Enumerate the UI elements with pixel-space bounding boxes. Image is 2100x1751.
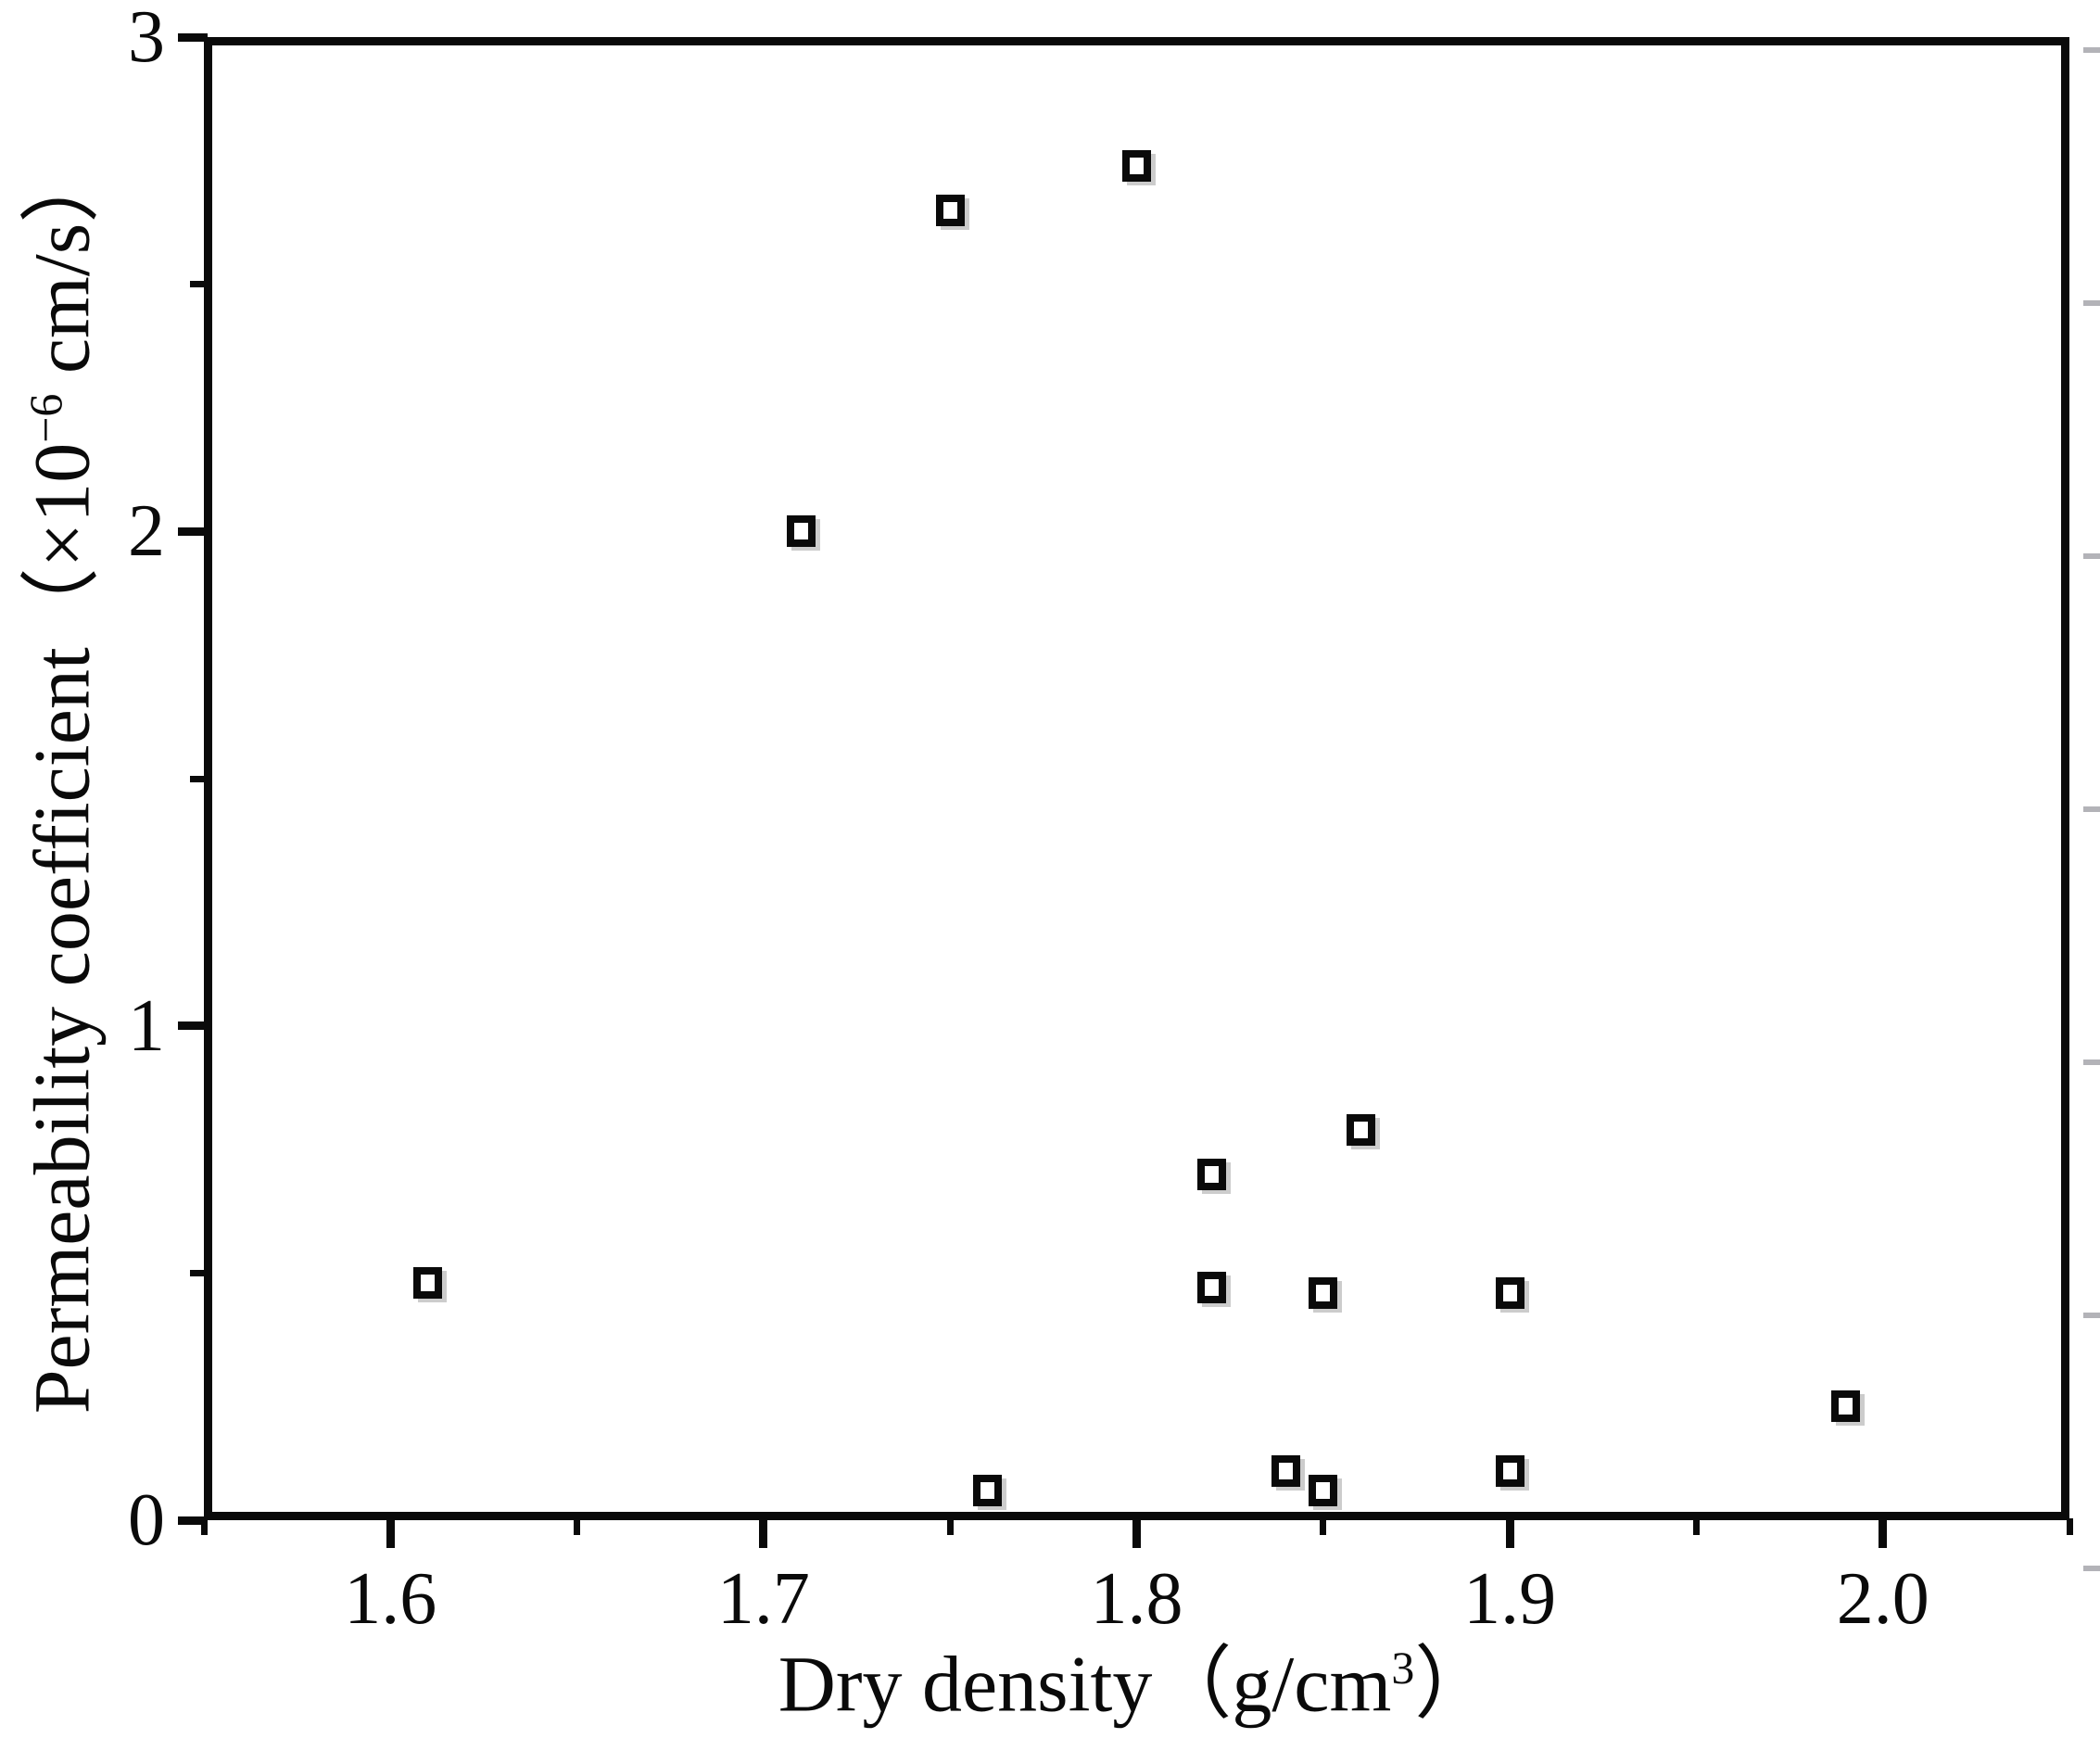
y-axis-major-tick — [178, 32, 208, 42]
x-axis-tick-label: 1.6 — [344, 1558, 437, 1640]
y-axis-major-tick — [178, 527, 208, 536]
scan-artifact-dash — [2083, 300, 2100, 306]
x-axis-major-tick — [1505, 1518, 1514, 1548]
data-point-marker — [1196, 1158, 1226, 1190]
scan-artifact-dash — [2083, 1566, 2100, 1571]
y-axis-tick-label: 2 — [128, 490, 165, 573]
data-point-marker — [1495, 1276, 1524, 1309]
data-point-marker — [1495, 1454, 1524, 1487]
data-point-marker — [1309, 1475, 1338, 1506]
y-axis-minor-tick — [190, 775, 208, 782]
data-point-marker — [413, 1267, 443, 1299]
x-axis-tick-label: 1.9 — [1463, 1558, 1557, 1640]
x-axis-major-tick — [759, 1518, 768, 1548]
x-axis-major-tick — [386, 1518, 395, 1548]
scan-artifact-dash — [2083, 553, 2100, 559]
y-axis-title: Permeability coefficient（×10−6 cm/s） — [0, 144, 112, 1415]
scan-artifact-dash — [2083, 47, 2100, 53]
data-point-marker — [1122, 149, 1151, 182]
plot-area — [204, 37, 2069, 1520]
x-axis-minor-tick — [1320, 1518, 1327, 1535]
x-axis-major-tick — [1879, 1518, 1888, 1548]
y-axis-title-superscript: −6 — [19, 393, 71, 443]
data-point-marker — [1309, 1276, 1338, 1309]
y-axis-title-text: Permeability coefficient（×10 — [17, 442, 107, 1415]
data-point-marker — [786, 515, 816, 548]
y-axis-minor-tick — [190, 281, 208, 288]
x-axis-minor-tick — [200, 1518, 208, 1535]
y-axis-title-close: cm/s） — [17, 143, 107, 394]
x-axis-tick-label: 1.8 — [1090, 1558, 1183, 1640]
x-axis-title: Dry density（g/cm3） — [778, 1618, 1495, 1734]
y-axis-tick-label: 0 — [128, 1479, 165, 1561]
scan-artifact-dash — [2083, 1313, 2100, 1318]
scan-artifact-dash — [2083, 1059, 2100, 1065]
x-axis-tick-label: 1.7 — [716, 1558, 810, 1640]
x-axis-minor-tick — [574, 1518, 581, 1535]
scan-artifact-dash — [2083, 806, 2100, 812]
x-axis-minor-tick — [1692, 1518, 1700, 1535]
y-axis-minor-tick — [190, 1269, 208, 1276]
data-point-marker — [1196, 1272, 1226, 1304]
x-axis-major-tick — [1132, 1518, 1141, 1548]
data-point-marker — [972, 1475, 1002, 1506]
x-axis-title-close: ） — [1414, 1639, 1495, 1729]
x-axis-title-superscript: 3 — [1391, 1642, 1415, 1694]
x-axis-minor-tick — [946, 1518, 954, 1535]
y-axis-tick-label: 1 — [128, 984, 165, 1067]
data-point-marker — [935, 194, 965, 226]
y-axis-tick-label: 3 — [128, 0, 165, 78]
x-axis-tick-label: 2.0 — [1836, 1558, 1929, 1640]
y-axis-major-tick — [178, 1516, 208, 1525]
data-point-marker — [1346, 1113, 1375, 1146]
x-axis-minor-tick — [2066, 1518, 2073, 1535]
y-axis-major-tick — [178, 1021, 208, 1031]
data-point-marker — [1271, 1454, 1301, 1487]
data-point-marker — [1830, 1390, 1860, 1423]
x-axis-title-text: Dry density（g/cm — [778, 1639, 1392, 1729]
